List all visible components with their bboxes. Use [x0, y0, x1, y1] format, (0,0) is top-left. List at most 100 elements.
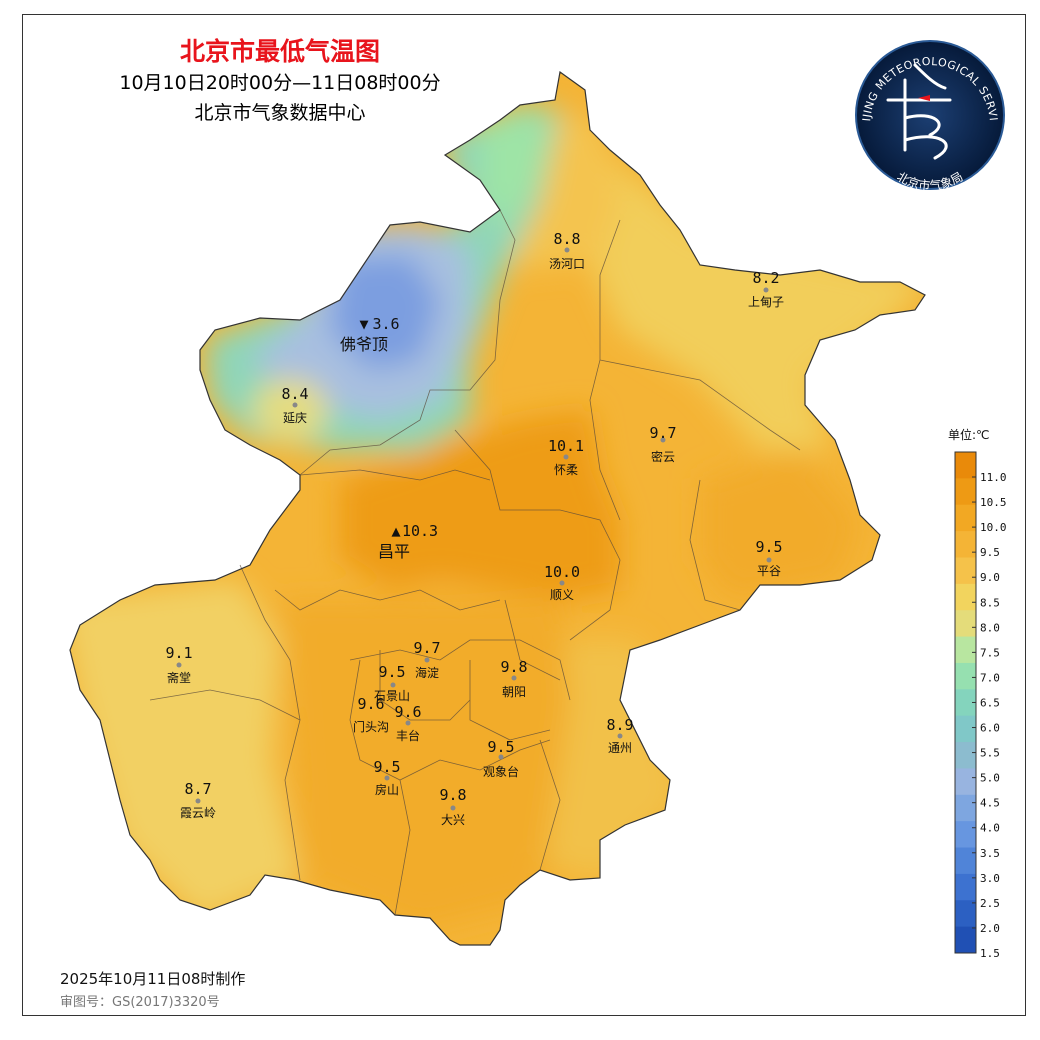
map-title: 北京市最低气温图: [179, 37, 380, 66]
legend-swatch: [955, 452, 976, 479]
station-name: 丰台: [396, 728, 420, 743]
legend-swatch: [955, 768, 976, 796]
station-name: 朝阳: [502, 685, 526, 699]
station-tongzhou: 8.9 通州: [606, 716, 633, 755]
station-value: 9.5: [487, 738, 514, 756]
legend-tick-label: 5.0: [980, 772, 1000, 785]
station-miyun: 9.7 密云: [649, 424, 676, 464]
station-name: 斋堂: [167, 670, 191, 685]
station-name: 海淀: [415, 665, 439, 680]
legend-tick-label: 9.5: [980, 546, 1000, 559]
legend-tick-label: 2.5: [980, 897, 1000, 910]
station-value: 8.2: [752, 269, 779, 287]
legend-swatch: [955, 504, 976, 532]
station-name: 大兴: [441, 813, 465, 827]
station-name: 佛爷顶: [340, 335, 388, 354]
legend-swatch: [955, 900, 976, 928]
legend-tick-label: 5.5: [980, 747, 1000, 760]
color-legend: 单位:℃ 11.0 10.5 10.0 9.5 9.0 8.5 8.0 7.5 7.0 6.5 6.…: [948, 427, 1007, 960]
station-fangshan: 9.5 房山: [373, 758, 400, 797]
legend-tick-label: 6.5: [980, 696, 1000, 709]
station-foyeding: ▼ 3.6 佛爷顶: [340, 315, 400, 354]
legend-tick-label: 1.5: [980, 947, 1000, 960]
legend-tick-label: 6.0: [980, 722, 1000, 735]
station-shangdianzi: 8.2 上甸子: [748, 269, 784, 309]
station-value: 10.1: [548, 437, 584, 455]
station-value: 10.0: [544, 563, 580, 581]
legend-swatch: [955, 847, 976, 875]
legend-swatch: [955, 662, 976, 690]
station-chaoyang: 9.8 朝阳: [500, 658, 527, 699]
legend-swatch: [955, 873, 976, 901]
station-value: 9.6: [394, 703, 421, 721]
legend-swatch: [955, 742, 976, 769]
temperature-field: [70, 72, 925, 945]
logo-text-cn: 北京市气象局: [895, 169, 966, 192]
station-value: 9.5: [755, 538, 782, 556]
station-pinggu: 9.5 平谷: [755, 538, 782, 578]
station-changping: ▲ 10.3 昌平: [378, 522, 438, 561]
station-value: 9.7: [649, 424, 676, 442]
legend-tick-label: 4.5: [980, 797, 1000, 810]
legend-tick-label: 10.5: [980, 496, 1007, 509]
station-value: 8.9: [606, 716, 633, 734]
stations-layer: 8.8 汤河口 8.2 上甸子 ▼ 3.6 佛爷顶 8.4 延庆 10.1 怀柔…: [165, 230, 784, 827]
station-name: 石景山: [374, 689, 410, 703]
legend-tick-label: 11.0: [980, 471, 1007, 484]
legend-tick-label: 3.0: [980, 872, 1000, 885]
station-name: 上甸子: [748, 295, 784, 309]
station-value: 9.5: [373, 758, 400, 776]
legend-swatch: [955, 478, 976, 506]
station-value: 9.6: [357, 695, 384, 713]
legend-swatch: [955, 715, 976, 743]
legend-tick-label: 8.5: [980, 596, 1000, 609]
station-name: 霞云岭: [180, 806, 216, 820]
legend-tick-label: 7.5: [980, 646, 1000, 659]
station-shunyi: 10.0 顺义: [544, 563, 580, 602]
station-name: 观象台: [483, 764, 519, 779]
station-huairou: 10.1 怀柔: [548, 437, 584, 477]
station-shijingshan: 9.5 石景山: [374, 663, 410, 703]
min-marker-icon: ▼: [359, 315, 368, 333]
map-frame: [22, 14, 1026, 1016]
station-value: 8.8: [553, 230, 580, 248]
map-period: 10月10日20时00分—11日08时00分: [119, 72, 441, 94]
logo-emblem-icon: [886, 63, 952, 160]
station-value: 8.4: [281, 385, 308, 403]
station-yanqing: 8.4 延庆: [281, 385, 308, 425]
station-name: 门头沟: [353, 719, 389, 734]
svg-text:北京市气象局: 北京市气象局: [895, 169, 966, 192]
station-name: 顺义: [550, 588, 574, 602]
station-fengtai: 9.6 丰台: [394, 703, 421, 743]
station-tanghekou: 8.8 汤河口: [549, 230, 585, 271]
legend-tick-label: 3.5: [980, 847, 1000, 860]
station-name: 昌平: [378, 542, 410, 561]
station-name: 密云: [651, 449, 675, 464]
legend-swatch: [955, 636, 976, 664]
station-value: 9.8: [500, 658, 527, 676]
legend-tick-label: 7.0: [980, 671, 1000, 684]
made-at: 2025年10月11日08时制作: [60, 970, 246, 988]
station-name: 通州: [608, 741, 632, 755]
station-zhaitang: 9.1 斋堂: [165, 644, 192, 685]
legend-swatch: [955, 794, 976, 822]
station-name: 房山: [375, 782, 399, 797]
district-boundaries: [149, 209, 801, 916]
station-name: 平谷: [757, 564, 781, 578]
station-name: 延庆: [283, 411, 307, 425]
station-mentougou: 9.6 门头沟: [353, 695, 389, 734]
legend-swatch: [955, 610, 976, 638]
legend-swatch: [955, 926, 976, 954]
station-value: 9.1: [165, 644, 192, 662]
station-value: 9.5: [378, 663, 405, 681]
legend-tick-label: 10.0: [980, 521, 1007, 534]
legend-swatch: [955, 583, 976, 611]
station-xiayunling: 8.7 霞云岭: [180, 780, 216, 820]
legend-tick-label: 2.0: [980, 922, 1000, 935]
station-name: 怀柔: [554, 463, 578, 477]
station-haidian: 9.7 海淀: [413, 639, 440, 680]
legend-tick-label: 9.0: [980, 571, 1000, 584]
legend-tick-label: 8.0: [980, 621, 1000, 634]
legend-unit: 单位:℃: [948, 427, 990, 442]
